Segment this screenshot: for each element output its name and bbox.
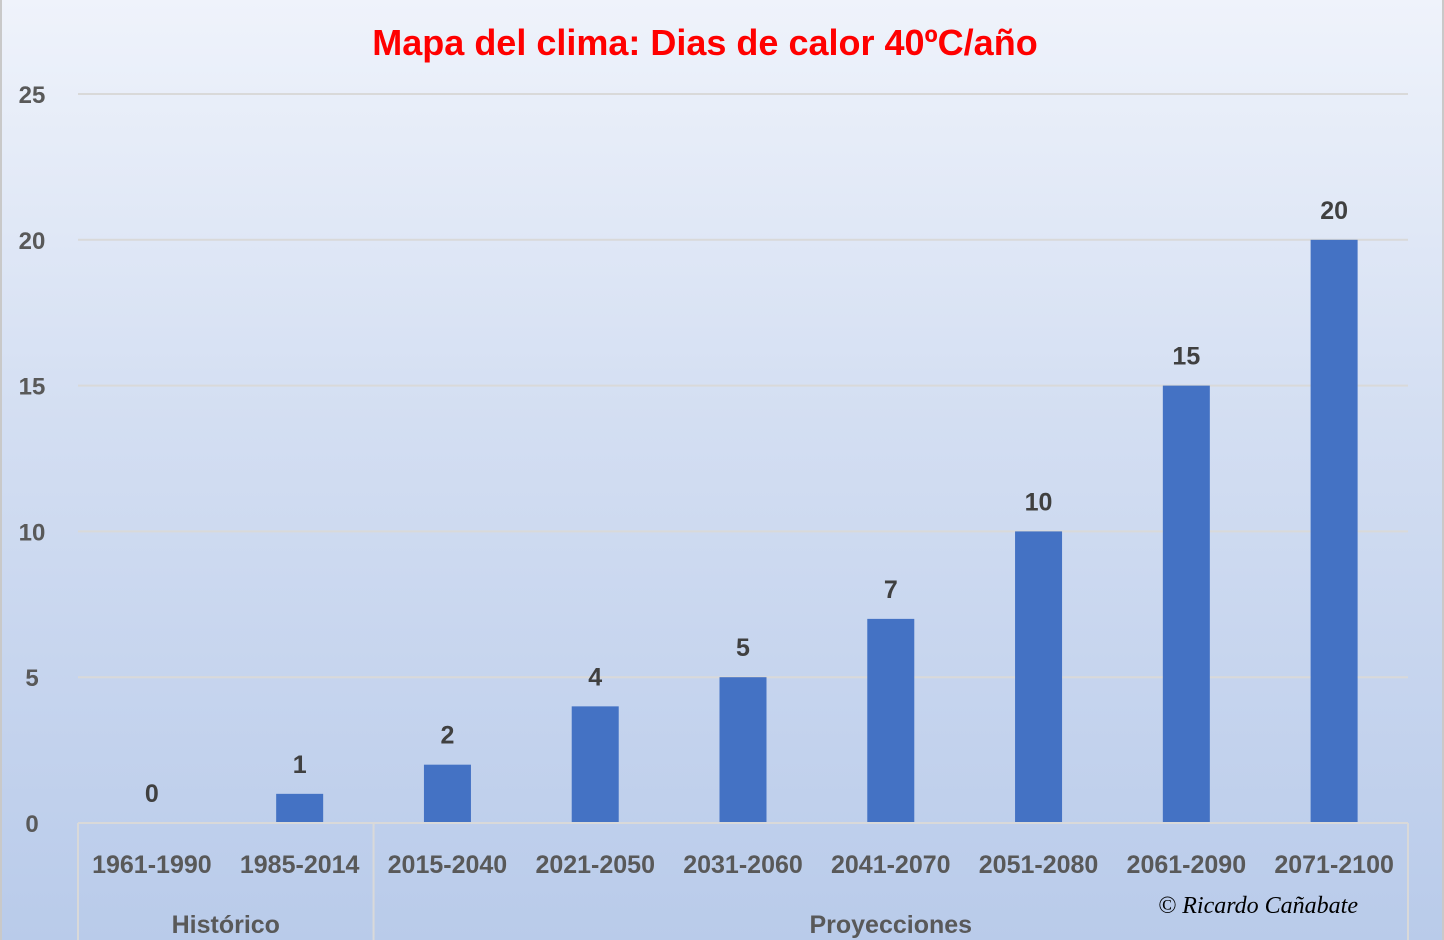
x-tick-label: 2041-2070 [831, 851, 951, 879]
x-axis: 1961-1990 1985-2014 2015-2040 2021-2050 2031… [77, 822, 1409, 940]
x-tick-label: 2071-2100 [1274, 851, 1394, 879]
y-tick-label: 20 [19, 228, 46, 255]
data-label: 5 [736, 634, 750, 662]
data-label: 20 [1320, 197, 1348, 225]
chart-title: Mapa del clima: Dias de calor 40ºC/año [372, 22, 1037, 63]
bar [1015, 531, 1063, 823]
y-tick-label: 25 [19, 82, 46, 109]
data-label: 7 [884, 576, 898, 604]
x-tick-label: 2015-2040 [388, 851, 508, 879]
bar [867, 618, 915, 823]
x-tick-label: 2021-2050 [535, 851, 655, 879]
bar [423, 764, 471, 823]
y-tick-label: 0 [25, 811, 38, 838]
y-tick-label: 5 [25, 665, 38, 692]
data-label: 1 [293, 751, 307, 779]
bar [1162, 385, 1210, 823]
data-label: 2 [440, 722, 454, 750]
bar [1310, 239, 1358, 824]
x-tick-label: 2061-2090 [1127, 851, 1247, 879]
bar [719, 677, 767, 823]
x-tick-label: 2051-2080 [979, 851, 1099, 879]
y-tick-label: 15 [19, 374, 46, 401]
data-label: 4 [588, 663, 602, 691]
y-axis-ticks: 0 5 10 15 20 25 [19, 82, 46, 838]
bar [571, 706, 619, 823]
data-label: 15 [1172, 343, 1200, 371]
data-labels: 0 1 2 4 5 7 10 15 20 [145, 197, 1348, 808]
x-tick-label: 1985-2014 [240, 851, 360, 879]
bars [276, 239, 1358, 824]
y-tick-label: 10 [19, 519, 46, 546]
data-label: 10 [1025, 488, 1053, 516]
bar [276, 793, 324, 823]
author-credit: © Ricardo Cañabate [1158, 893, 1358, 919]
x-tick-label: 1961-1990 [92, 851, 212, 879]
group-label: Proyecciones [809, 911, 972, 939]
group-label: Histórico [172, 911, 280, 939]
x-tick-label: 2031-2060 [683, 851, 803, 879]
data-label: 0 [145, 780, 159, 808]
